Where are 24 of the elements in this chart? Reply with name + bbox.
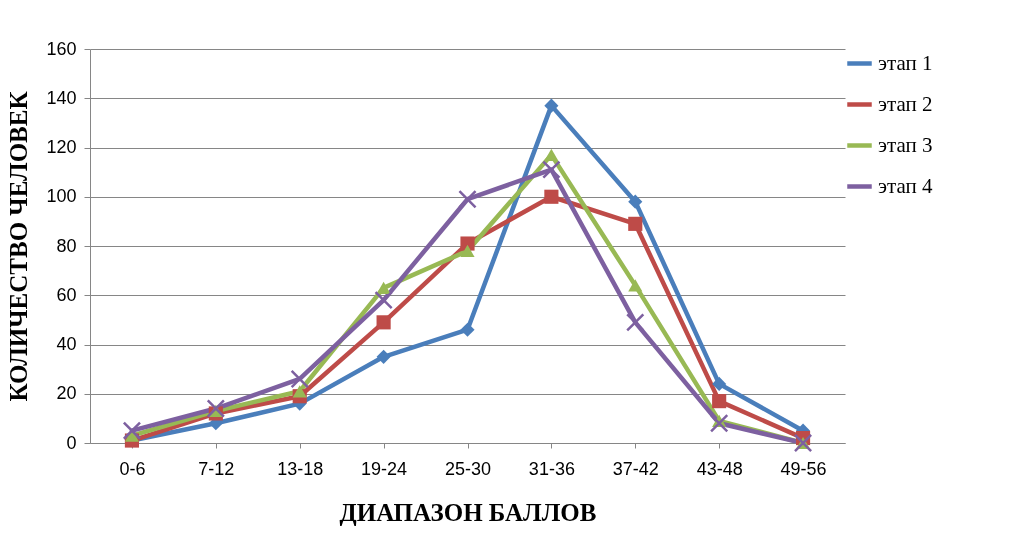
x-axis-title: ДИАПАЗОН БАЛЛОВ: [339, 498, 597, 526]
y-tick-label: 80: [56, 235, 77, 256]
y-tick-label: 140: [46, 87, 77, 108]
legend-label: этап 3: [878, 132, 933, 157]
x-tick-label: 49-56: [780, 458, 827, 479]
x-tick-label: 7-12: [198, 458, 235, 479]
legend-label: этап 2: [878, 91, 933, 116]
x-tick-label: 19-24: [361, 458, 408, 479]
x-tick-label: 43-48: [696, 458, 743, 479]
x-tick-label: 13-18: [277, 458, 324, 479]
y-tick-label: 120: [46, 137, 77, 157]
legend-label: этап 1: [878, 50, 933, 75]
y-tick-label: 100: [46, 186, 77, 207]
y-tick-label: 40: [56, 334, 77, 354]
y-axis-title: КОЛИЧЕСТВО ЧЕЛОВЕК: [5, 91, 33, 402]
y-tick-label: 20: [56, 383, 77, 404]
x-tick-label: 0-6: [119, 458, 146, 479]
y-tick-label: 0: [66, 432, 77, 453]
y-tick-label: 160: [46, 38, 77, 59]
legend-label: этап 4: [878, 173, 933, 198]
x-tick-label: 37-42: [612, 458, 659, 479]
x-tick-label: 25-30: [444, 458, 492, 479]
y-tick-label: 60: [56, 284, 77, 305]
x-tick-label: 31-36: [528, 458, 575, 479]
